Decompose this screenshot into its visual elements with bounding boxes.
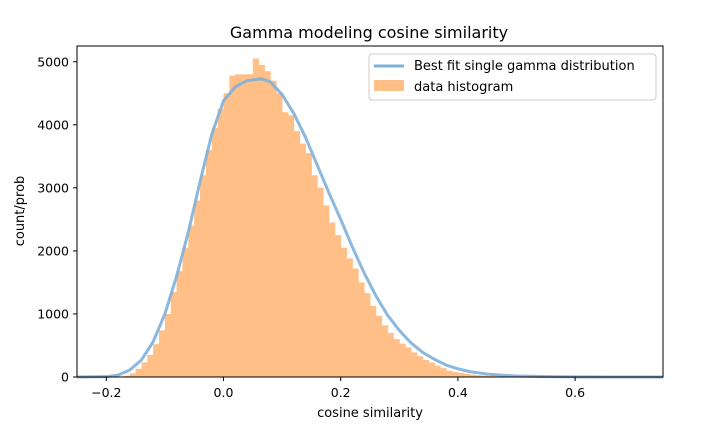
histogram-bar [364, 293, 370, 377]
histogram-bar [440, 368, 446, 377]
y-tick-label: 4000 [37, 117, 69, 132]
histogram-bar [171, 292, 177, 377]
histogram-bar [224, 93, 230, 377]
histogram-bar [376, 316, 382, 377]
histogram-bar [335, 235, 341, 377]
x-tick-label: 0.0 [214, 385, 234, 400]
histogram-bar [417, 356, 423, 377]
histogram-bar [188, 226, 194, 377]
histogram-bar [300, 144, 306, 377]
histogram-bar [429, 363, 435, 378]
histogram-bar [329, 223, 335, 377]
histogram-bar [358, 282, 364, 377]
histogram-bar [147, 355, 153, 377]
histogram-bar [153, 344, 159, 377]
histogram-bar [182, 248, 188, 377]
histogram-bar [434, 366, 440, 377]
histogram-bar [393, 339, 399, 377]
histogram-bar [218, 109, 224, 377]
histogram-bar [411, 352, 417, 377]
y-tick-label: 2000 [37, 243, 69, 258]
histogram-bar [282, 112, 288, 377]
histogram-bar [241, 74, 247, 377]
histogram-bar [130, 373, 136, 377]
histogram-bar [159, 330, 165, 377]
histogram-bar [206, 150, 212, 377]
histogram-bar [323, 206, 329, 377]
histogram-bar [423, 360, 429, 377]
histogram-bar [405, 347, 411, 377]
histogram-bar [141, 363, 147, 378]
histogram-bar [270, 81, 276, 377]
chart-title: Gamma modeling cosine similarity [230, 23, 508, 42]
histogram-bar [446, 371, 452, 377]
histogram-bar [288, 115, 294, 377]
histogram-bar [265, 71, 271, 377]
y-tick-label: 5000 [37, 54, 69, 69]
histogram-bar [347, 258, 353, 377]
histogram-bar [247, 74, 253, 377]
histogram-bar [452, 372, 458, 377]
histogram-bar [259, 65, 265, 377]
x-tick-label: 0.4 [448, 385, 468, 400]
histogram-bar [352, 269, 358, 377]
histogram-bar [311, 175, 317, 377]
histogram-bar [382, 325, 388, 377]
y-axis-label: count/prob [13, 176, 28, 247]
histogram-bar [399, 344, 405, 377]
histogram-bar [341, 248, 347, 377]
legend: Best fit single gamma distribution data … [369, 54, 656, 100]
histogram-bar [200, 175, 206, 377]
y-tick-label: 1000 [37, 306, 69, 321]
x-tick-label: 0.6 [565, 385, 585, 400]
histogram-bar [306, 153, 312, 377]
histogram-bar [370, 306, 376, 377]
y-tick-label: 3000 [37, 180, 69, 195]
histogram-bar [388, 333, 394, 377]
x-axis-label: cosine similarity [317, 406, 423, 421]
histogram-bar [212, 128, 218, 377]
histogram-bar [177, 271, 183, 377]
histogram-bar [317, 188, 323, 377]
histogram-bar [136, 369, 142, 377]
histogram-bar [165, 314, 171, 377]
x-tick-label: −0.2 [91, 385, 121, 400]
histogram-bar [229, 76, 235, 377]
y-tick-label: 0 [61, 370, 69, 385]
histogram-bar [276, 93, 282, 377]
histogram-bar [194, 200, 200, 377]
x-tick-label: 0.2 [331, 385, 351, 400]
histogram-bar [458, 373, 464, 377]
legend-label-fit: Best fit single gamma distribution [414, 59, 635, 74]
histogram-bar [235, 74, 241, 377]
legend-label-histogram: data histogram [414, 80, 513, 95]
histogram-bar [253, 59, 259, 377]
histogram-bar [294, 131, 300, 377]
legend-patch-swatch [374, 80, 404, 91]
